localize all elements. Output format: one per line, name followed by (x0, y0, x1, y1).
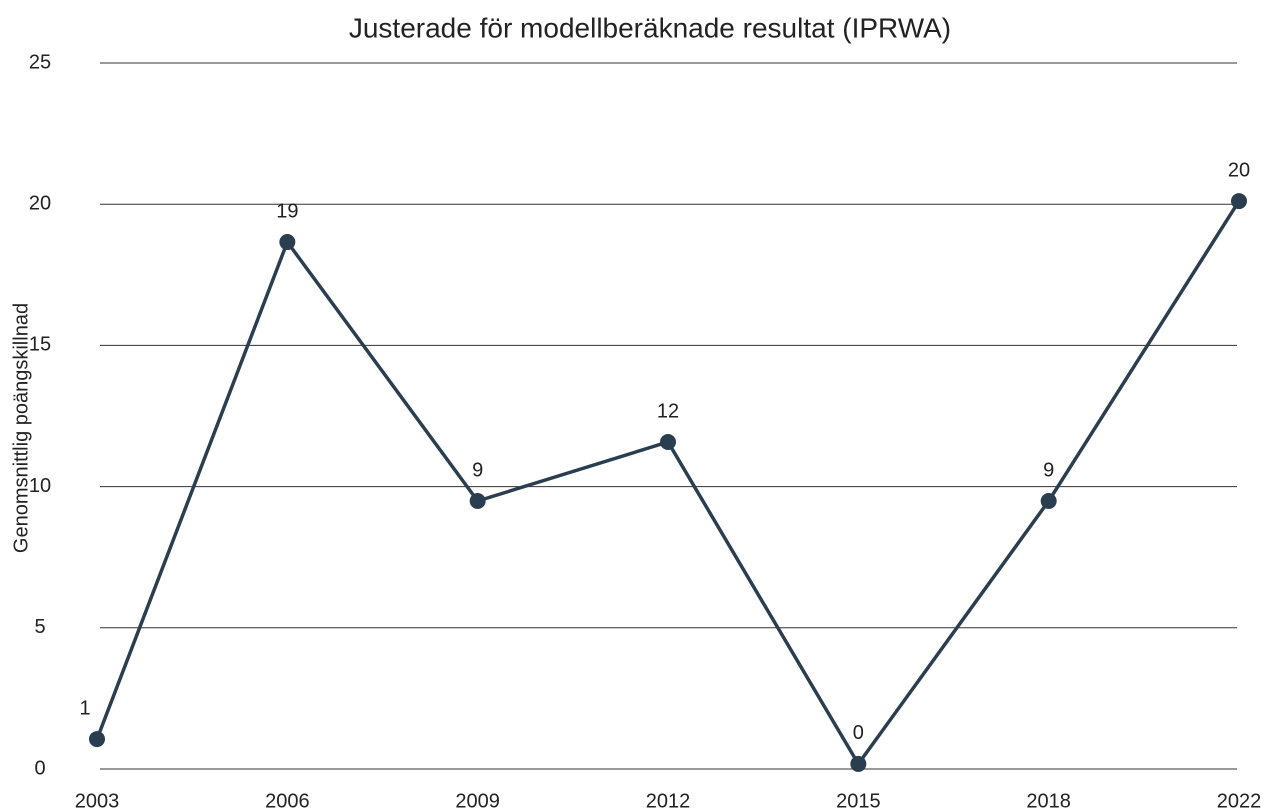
data-label: 9 (1043, 459, 1054, 481)
point (469, 493, 486, 510)
point (1040, 493, 1057, 510)
data-label: 12 (657, 400, 679, 422)
data-label: 9 (472, 459, 483, 481)
data-label: 20 (1228, 159, 1250, 181)
x-tick-label: 2018 (1026, 790, 1071, 812)
chart-title: Justerade för modellberäknade resultat (… (349, 12, 951, 43)
point (850, 755, 867, 772)
data-label: 0 (853, 722, 864, 744)
x-tick-label: 2003 (75, 790, 120, 812)
x-tick-label: 2006 (265, 790, 310, 812)
x-tick-label: 2022 (1217, 790, 1262, 812)
y-tick-label: 25 (29, 51, 51, 73)
point (89, 731, 105, 748)
y-axis-label: Genomsnittlig poängskillnad (10, 303, 32, 553)
point (279, 234, 296, 251)
data-label: 1 (79, 697, 90, 719)
y-tick-label: 5 (34, 616, 45, 638)
x-tick-label: 2012 (646, 790, 691, 812)
x-tick-label: 2015 (836, 790, 881, 812)
x-tick-label: 2009 (455, 790, 500, 812)
point (1231, 193, 1247, 210)
point (660, 433, 676, 450)
line (95, 200, 1241, 768)
y-tick-label: 10 (29, 475, 51, 497)
y-tick-label: 15 (29, 334, 51, 356)
y-tick-label: 0 (34, 757, 45, 779)
y-tick-label: 20 (29, 192, 51, 214)
data-label: 19 (276, 200, 298, 222)
